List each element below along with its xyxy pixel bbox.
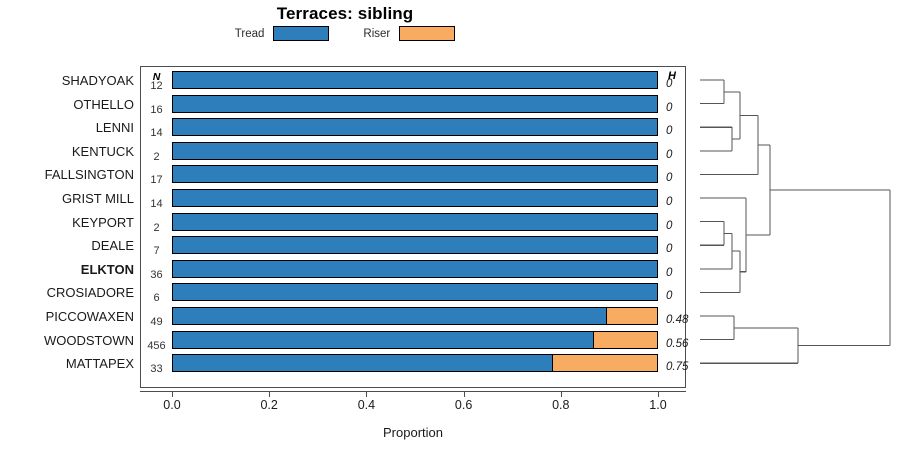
- n-value: 16: [150, 103, 163, 116]
- bar-row: [172, 141, 658, 160]
- x-axis-tick: [463, 391, 465, 397]
- y-axis-label: MATTAPEX: [65, 356, 134, 372]
- h-value: 0: [666, 148, 673, 161]
- page-title: Terraces: sibling: [276, 4, 414, 23]
- n-value: 36: [150, 268, 163, 281]
- x-axis-tick: [658, 391, 659, 397]
- bar-segment-tread: [173, 260, 657, 277]
- n-value: 17: [150, 174, 163, 187]
- n-value: 2: [153, 221, 160, 234]
- h-value: 0: [666, 219, 673, 232]
- n-value: 2: [153, 150, 160, 163]
- bar-row: [172, 236, 658, 255]
- n-value: 456: [147, 339, 166, 352]
- x-axis-title: Proportion: [383, 425, 443, 440]
- bar-segment-tread: [173, 237, 657, 254]
- bar-segment-tread: [173, 190, 657, 206]
- bar-row: [172, 71, 658, 89]
- h-value: 0: [666, 243, 673, 256]
- legend-entry: Riser: [363, 26, 456, 41]
- n-value: 33: [150, 363, 163, 376]
- bar-row: [172, 283, 658, 302]
- h-column: H 0 0 0 0 0 0 0 0 0 0 0.48 0.56 0.75: [660, 66, 694, 388]
- y-axis-label: DEALE: [91, 238, 134, 254]
- bar-row: [172, 118, 658, 137]
- x-axis-tick-label: 0.4: [357, 398, 376, 412]
- bar-segment-tread: [173, 142, 657, 159]
- bar-segment-tread: [173, 331, 594, 348]
- y-axis-label: WOODSTOWN: [43, 332, 134, 348]
- y-axis-label: LENNI: [95, 120, 134, 136]
- x-axis-tick: [269, 391, 271, 397]
- stacked-bars: [172, 66, 658, 388]
- y-axis-label: FALLSINGTON: [44, 167, 134, 183]
- h-column-header: H: [668, 70, 676, 82]
- h-value: 0: [666, 266, 673, 279]
- bar-row: [172, 259, 658, 278]
- legend-swatch-icon: [273, 26, 330, 41]
- x-axis-tick: [560, 391, 562, 397]
- dendrogram-svg: [700, 79, 891, 364]
- h-value: 0.48: [666, 314, 689, 326]
- x-axis-tick-label: 0.8: [552, 398, 570, 412]
- y-axis-label: SHADYOAK: [61, 73, 134, 88]
- x-axis-tick: [172, 391, 173, 397]
- n-value: 7: [153, 245, 160, 258]
- n-value: 14: [150, 127, 163, 140]
- h-value: 0: [666, 290, 673, 303]
- bar-row: [172, 165, 658, 184]
- h-value: 0: [666, 196, 673, 208]
- h-value: 0: [666, 101, 673, 114]
- n-value: 49: [150, 316, 163, 328]
- y-axis-label: PICCOWAXEN: [45, 309, 134, 324]
- legend-entry: Tread: [235, 26, 330, 41]
- dendrogram: [694, 66, 900, 388]
- h-value: 0.75: [666, 361, 689, 374]
- bar-segment-tread: [173, 284, 657, 301]
- bar-segment-tread: [173, 355, 553, 372]
- bar-row: [172, 94, 658, 113]
- bar-row: [172, 307, 658, 325]
- legend-label: Riser: [363, 27, 391, 40]
- bar-row: [172, 212, 658, 231]
- bar-segment-tread: [173, 308, 607, 324]
- legend-swatch-icon: [399, 26, 456, 41]
- y-axis-labels: SHADYOAK OTHELLO LENNI KENTUCK FALLSINGTON GR…: [0, 66, 134, 388]
- bar-segment-riser: [552, 355, 657, 372]
- bar-row: [172, 189, 658, 207]
- y-axis-label: GRIST MILL: [61, 191, 134, 206]
- n-value: 12: [150, 80, 163, 92]
- n-value: 6: [153, 292, 160, 305]
- n-value: 14: [150, 198, 163, 210]
- x-axis-tick-label: 0.2: [260, 398, 278, 412]
- bar-segment-riser: [606, 308, 657, 324]
- bar-segment-tread: [173, 166, 657, 183]
- bar-segment-tread: [173, 119, 657, 136]
- h-value: 0: [666, 78, 673, 90]
- x-axis-tick-label: 0.0: [163, 398, 181, 412]
- n-column: N 12 16 14 2 17 14 2 7 36 6 49 456 33: [141, 66, 172, 388]
- y-axis-label: KEYPORT: [72, 214, 134, 230]
- x-axis-tick-label: 1.0: [649, 398, 667, 412]
- h-value: 0: [666, 125, 673, 138]
- bar-segment-tread: [173, 72, 657, 88]
- legend-label: Tread: [234, 27, 265, 40]
- y-axis-label: CROSIADORE: [46, 285, 134, 301]
- x-axis-line: [140, 391, 686, 392]
- y-axis-label: KENTUCK: [71, 143, 134, 159]
- bar-row: [172, 354, 658, 373]
- legend: Tread Riser: [0, 26, 690, 41]
- bar-segment-riser: [593, 331, 657, 348]
- bar-segment-tread: [173, 213, 657, 230]
- y-axis-label: ELKTON: [80, 261, 134, 277]
- h-value: 0: [666, 172, 673, 185]
- bar-segment-tread: [173, 95, 657, 112]
- h-value: 0.56: [666, 337, 689, 350]
- bar-row: [172, 330, 658, 349]
- x-axis-tick-label: 0.6: [454, 398, 473, 412]
- n-column-header: N: [152, 71, 161, 83]
- x-axis-tick: [366, 391, 368, 397]
- y-axis-label: OTHELLO: [73, 96, 134, 112]
